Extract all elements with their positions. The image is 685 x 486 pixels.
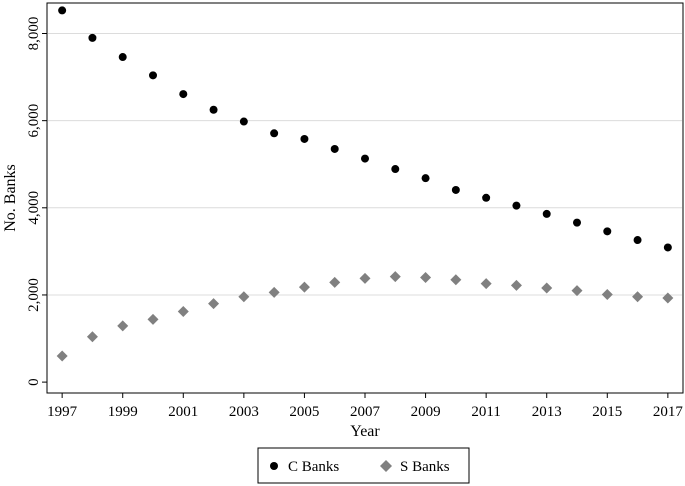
y-axis: 0 2,000 4,000 6,000 8,000	[26, 17, 47, 386]
data-point-s-banks	[601, 289, 613, 301]
data-point-c-banks	[330, 144, 339, 153]
x-axis: 1997 1999 2001 2003 2005 2007 2009 2011 2013 2015…	[47, 393, 683, 420]
data-point-s-banks	[510, 279, 522, 291]
series-s-banks	[56, 271, 674, 362]
data-point-s-banks	[238, 291, 250, 303]
data-point-c-banks	[391, 165, 400, 174]
y-tick-label: 4,000	[26, 191, 42, 225]
x-tick-label: 1999	[108, 404, 138, 420]
data-point-s-banks	[571, 285, 583, 297]
data-point-s-banks	[662, 292, 674, 304]
x-tick-label: 2011	[471, 404, 500, 420]
x-tick-label: 2003	[229, 404, 259, 420]
data-point-c-banks	[542, 209, 551, 218]
data-point-s-banks	[298, 281, 310, 293]
x-axis-title: Year	[350, 423, 380, 440]
x-tick-label: 1997	[47, 404, 78, 420]
data-point-s-banks	[389, 271, 401, 283]
data-point-c-banks	[663, 243, 672, 252]
data-point-c-banks	[239, 117, 248, 126]
series-c-banks	[58, 6, 672, 252]
data-point-c-banks	[603, 227, 612, 236]
data-point-c-banks	[58, 6, 67, 15]
series-layer	[56, 6, 674, 362]
data-point-c-banks	[421, 174, 430, 183]
data-point-s-banks	[268, 286, 280, 298]
data-point-c-banks	[270, 129, 279, 138]
data-point-s-banks	[632, 291, 644, 303]
y-tick-label: 6,000	[26, 104, 42, 138]
legend: C Banks S Banks	[257, 447, 470, 484]
x-tick-label: 2009	[411, 404, 441, 420]
data-point-c-banks	[179, 90, 188, 99]
legend-marker-c-banks	[270, 462, 278, 470]
data-point-s-banks	[147, 313, 159, 325]
data-point-s-banks	[541, 282, 553, 294]
x-tick-label: 2001	[168, 404, 198, 420]
y-tick-label: 2,000	[26, 278, 42, 312]
data-point-c-banks	[361, 154, 369, 163]
plot-frame	[46, 2, 684, 394]
data-point-s-banks	[177, 306, 189, 318]
y-tick-label: 8,000	[26, 17, 42, 51]
data-point-s-banks	[86, 331, 98, 343]
data-point-s-banks	[420, 272, 432, 284]
legend-marker-s-banks	[380, 460, 392, 472]
x-tick-label: 2015	[592, 404, 622, 420]
data-point-s-banks	[117, 320, 129, 332]
data-point-c-banks	[512, 201, 521, 210]
data-point-s-banks	[56, 350, 68, 362]
data-point-c-banks	[451, 185, 460, 194]
data-point-c-banks	[209, 105, 218, 114]
data-point-c-banks	[300, 134, 309, 143]
legend-label-c-banks: C Banks	[288, 459, 339, 475]
x-tick-label: 2005	[289, 404, 319, 420]
data-point-c-banks	[149, 71, 157, 80]
x-tick-label: 2007	[350, 404, 381, 420]
data-point-s-banks	[359, 272, 371, 284]
y-axis-title: No. Banks	[2, 164, 19, 232]
data-point-c-banks	[482, 193, 491, 202]
legend-box	[257, 447, 470, 484]
data-point-s-banks	[329, 276, 341, 288]
x-tick-label: 2013	[532, 404, 562, 420]
data-point-c-banks	[88, 33, 97, 42]
data-point-s-banks	[208, 298, 220, 310]
data-point-s-banks	[480, 278, 492, 290]
data-point-c-banks	[573, 218, 581, 227]
x-tick-label: 2017	[653, 404, 684, 420]
legend-label-s-banks: S Banks	[400, 459, 450, 475]
data-point-c-banks	[633, 236, 642, 245]
data-point-c-banks	[118, 53, 127, 62]
data-point-s-banks	[450, 274, 462, 286]
y-tick-label: 0	[26, 378, 42, 386]
